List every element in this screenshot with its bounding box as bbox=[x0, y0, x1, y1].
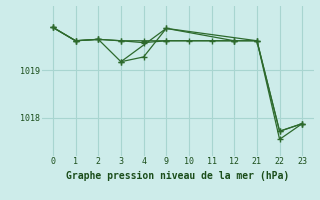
X-axis label: Graphe pression niveau de la mer (hPa): Graphe pression niveau de la mer (hPa) bbox=[66, 171, 289, 181]
